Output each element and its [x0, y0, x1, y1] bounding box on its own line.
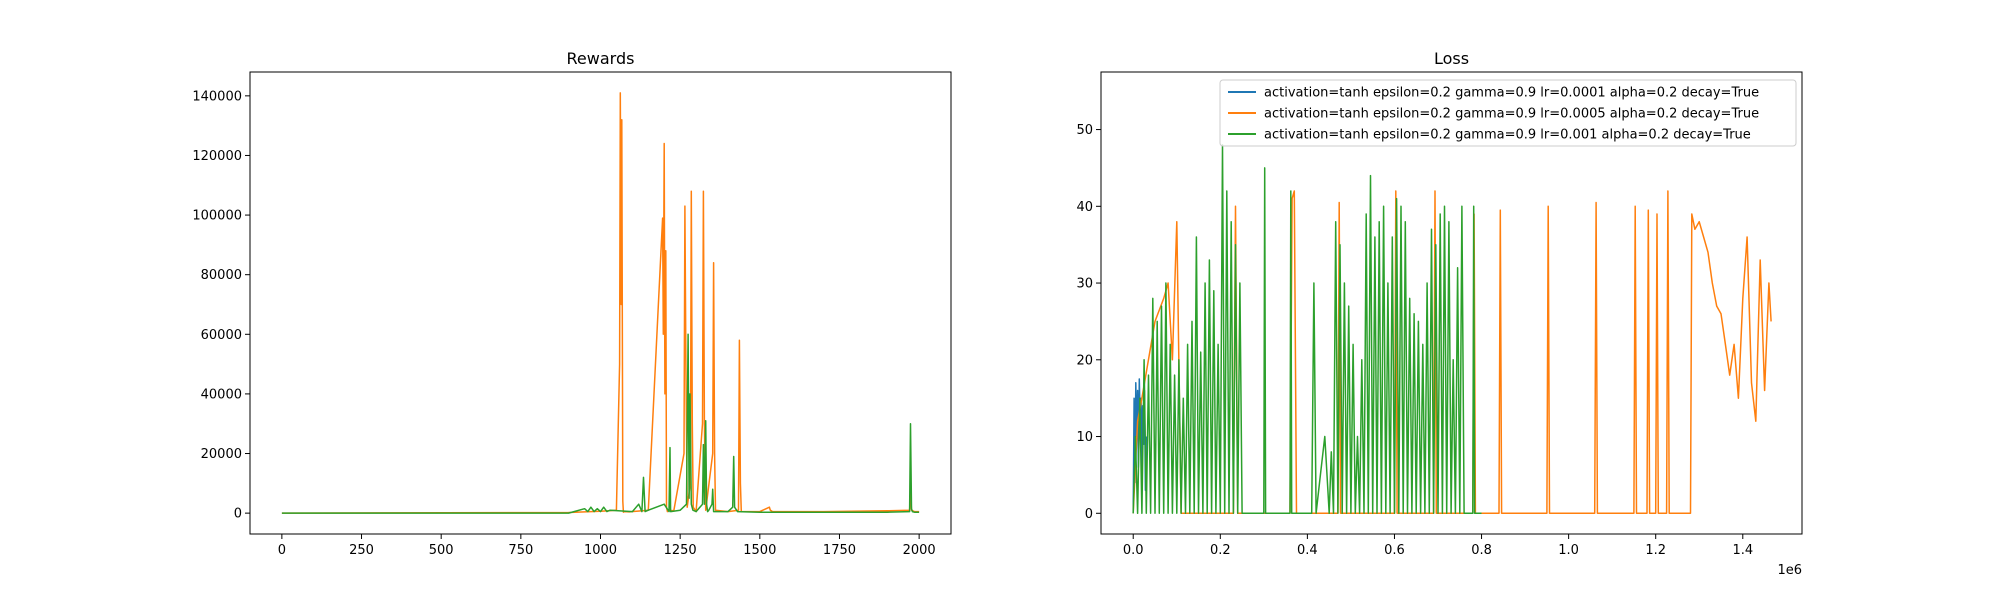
rewards-chart: Rewards 0 250 500 750 1000 1250 1500 1750 200002…: [192, 49, 952, 558]
y-tick-label: 0: [1085, 507, 1093, 522]
rewards-ticks: 0 250 500 750 1000 1250 1500 1750 20000200004000…: [192, 89, 935, 558]
x-tick-label: 1500: [743, 543, 776, 558]
y-tick-label: 60000: [201, 328, 242, 343]
loss-plot-frame: [1100, 71, 1803, 535]
x-tick-label: 750: [508, 543, 533, 558]
legend-box: [1219, 79, 1797, 147]
x-tick-label: 0.0: [1123, 543, 1144, 558]
x-tick-label: 0.8: [1471, 543, 1492, 558]
series-line: [1132, 144, 1482, 515]
y-tick-label: 20000: [201, 447, 242, 462]
x-tick-label: 1250: [664, 543, 697, 558]
rewards-lines: [281, 92, 920, 514]
y-tick-label: 120000: [192, 149, 242, 164]
y-tick-label: 140000: [192, 89, 242, 104]
y-tick-label: 0: [234, 507, 242, 522]
series-line: [281, 92, 920, 514]
loss-ticks: 0.0 0.2 0.4 0.6 0.8 1.0 1.2 1.4 0 10 20 30 40 50: [1076, 123, 1753, 558]
x-tick-label: 1.4: [1732, 543, 1753, 558]
x-tick-label: 500: [429, 543, 454, 558]
y-tick-label: 30: [1076, 277, 1093, 292]
y-tick-label: 40: [1076, 200, 1093, 215]
x-tick-label: 1.2: [1645, 543, 1666, 558]
y-tick-label: 10: [1076, 430, 1093, 445]
legend-label: activation=tanh epsilon=0.2 gamma=0.9 lr…: [1264, 86, 1759, 101]
legend-label: activation=tanh epsilon=0.2 gamma=0.9 lr…: [1264, 107, 1759, 122]
x-tick-label: 250: [349, 543, 374, 558]
loss-lines: [1132, 144, 1772, 515]
x-tick-label: 1750: [823, 543, 856, 558]
y-tick-label: 50: [1076, 123, 1093, 138]
y-tick-label: 20: [1076, 353, 1093, 368]
rewards-plot-frame: [249, 71, 952, 535]
x-tick-label: 0.6: [1384, 543, 1405, 558]
legend-label: activation=tanh epsilon=0.2 gamma=0.9 lr…: [1264, 128, 1751, 143]
legend: activation=tanh epsilon=0.2 gamma=0.9 lr…: [1219, 79, 1797, 147]
series-line: [281, 333, 920, 514]
x-tick-label: 0: [278, 543, 286, 558]
y-tick-label: 40000: [201, 387, 242, 402]
legend-item: activation=tanh epsilon=0.2 gamma=0.9 lr…: [1228, 128, 1751, 143]
legend-item: activation=tanh epsilon=0.2 gamma=0.9 lr…: [1228, 86, 1759, 101]
y-tick-label: 100000: [192, 209, 242, 224]
loss-chart: Loss 0.0 0.2 0.4 0.6 0.8 1.0 1.2 1.4 0 10 20 30 40 50…: [1076, 49, 1803, 578]
x-tick-label: 0.2: [1210, 543, 1231, 558]
loss-title: Loss: [1434, 49, 1469, 68]
y-tick-label: 80000: [201, 268, 242, 283]
loss-x-offset-label: 1e6: [1777, 563, 1802, 578]
rewards-title: Rewards: [567, 49, 635, 68]
legend-item: activation=tanh epsilon=0.2 gamma=0.9 lr…: [1228, 107, 1759, 122]
x-tick-label: 1.0: [1558, 543, 1579, 558]
x-tick-label: 1000: [584, 543, 617, 558]
x-tick-label: 2000: [903, 543, 936, 558]
x-tick-label: 0.4: [1297, 543, 1318, 558]
